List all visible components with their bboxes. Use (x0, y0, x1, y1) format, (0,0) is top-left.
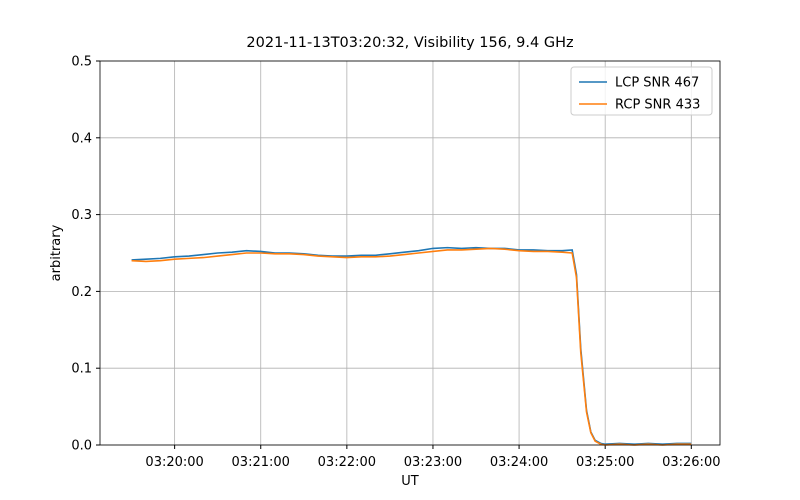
x-tick-label: 03:21:00 (232, 455, 290, 470)
legend-box (570, 66, 713, 116)
x-tick-label: 03:20:00 (145, 455, 203, 470)
y-tick-label: 0.3 (71, 208, 92, 223)
x-tick-label: 03:22:00 (318, 455, 376, 470)
line (131, 246, 692, 446)
x-axis-label: UT (401, 474, 419, 489)
x-tick-label: 03:26:00 (662, 455, 720, 470)
y-tick-label: 0.0 (71, 439, 92, 454)
line (131, 247, 692, 446)
x-tick-label: 03:25:00 (576, 455, 634, 470)
y-tick-label: 0.4 (71, 131, 92, 146)
y-axis-label: arbitrary (49, 224, 64, 281)
legend-label: LCP SNR 467 (615, 76, 699, 91)
x-tick-label: 03:24:00 (490, 455, 548, 470)
y-tick-label: 0.5 (71, 55, 92, 70)
y-tick-label: 0.2 (71, 285, 92, 300)
y-tick-label: 0.1 (71, 362, 92, 377)
plot-frame (99, 60, 721, 446)
legend-label: RCP SNR 433 (615, 98, 700, 113)
chart-title: 2021-11-13T03:20:32, Visibility 156, 9.4… (246, 35, 573, 51)
x-tick-label: 03:23:00 (404, 455, 462, 470)
